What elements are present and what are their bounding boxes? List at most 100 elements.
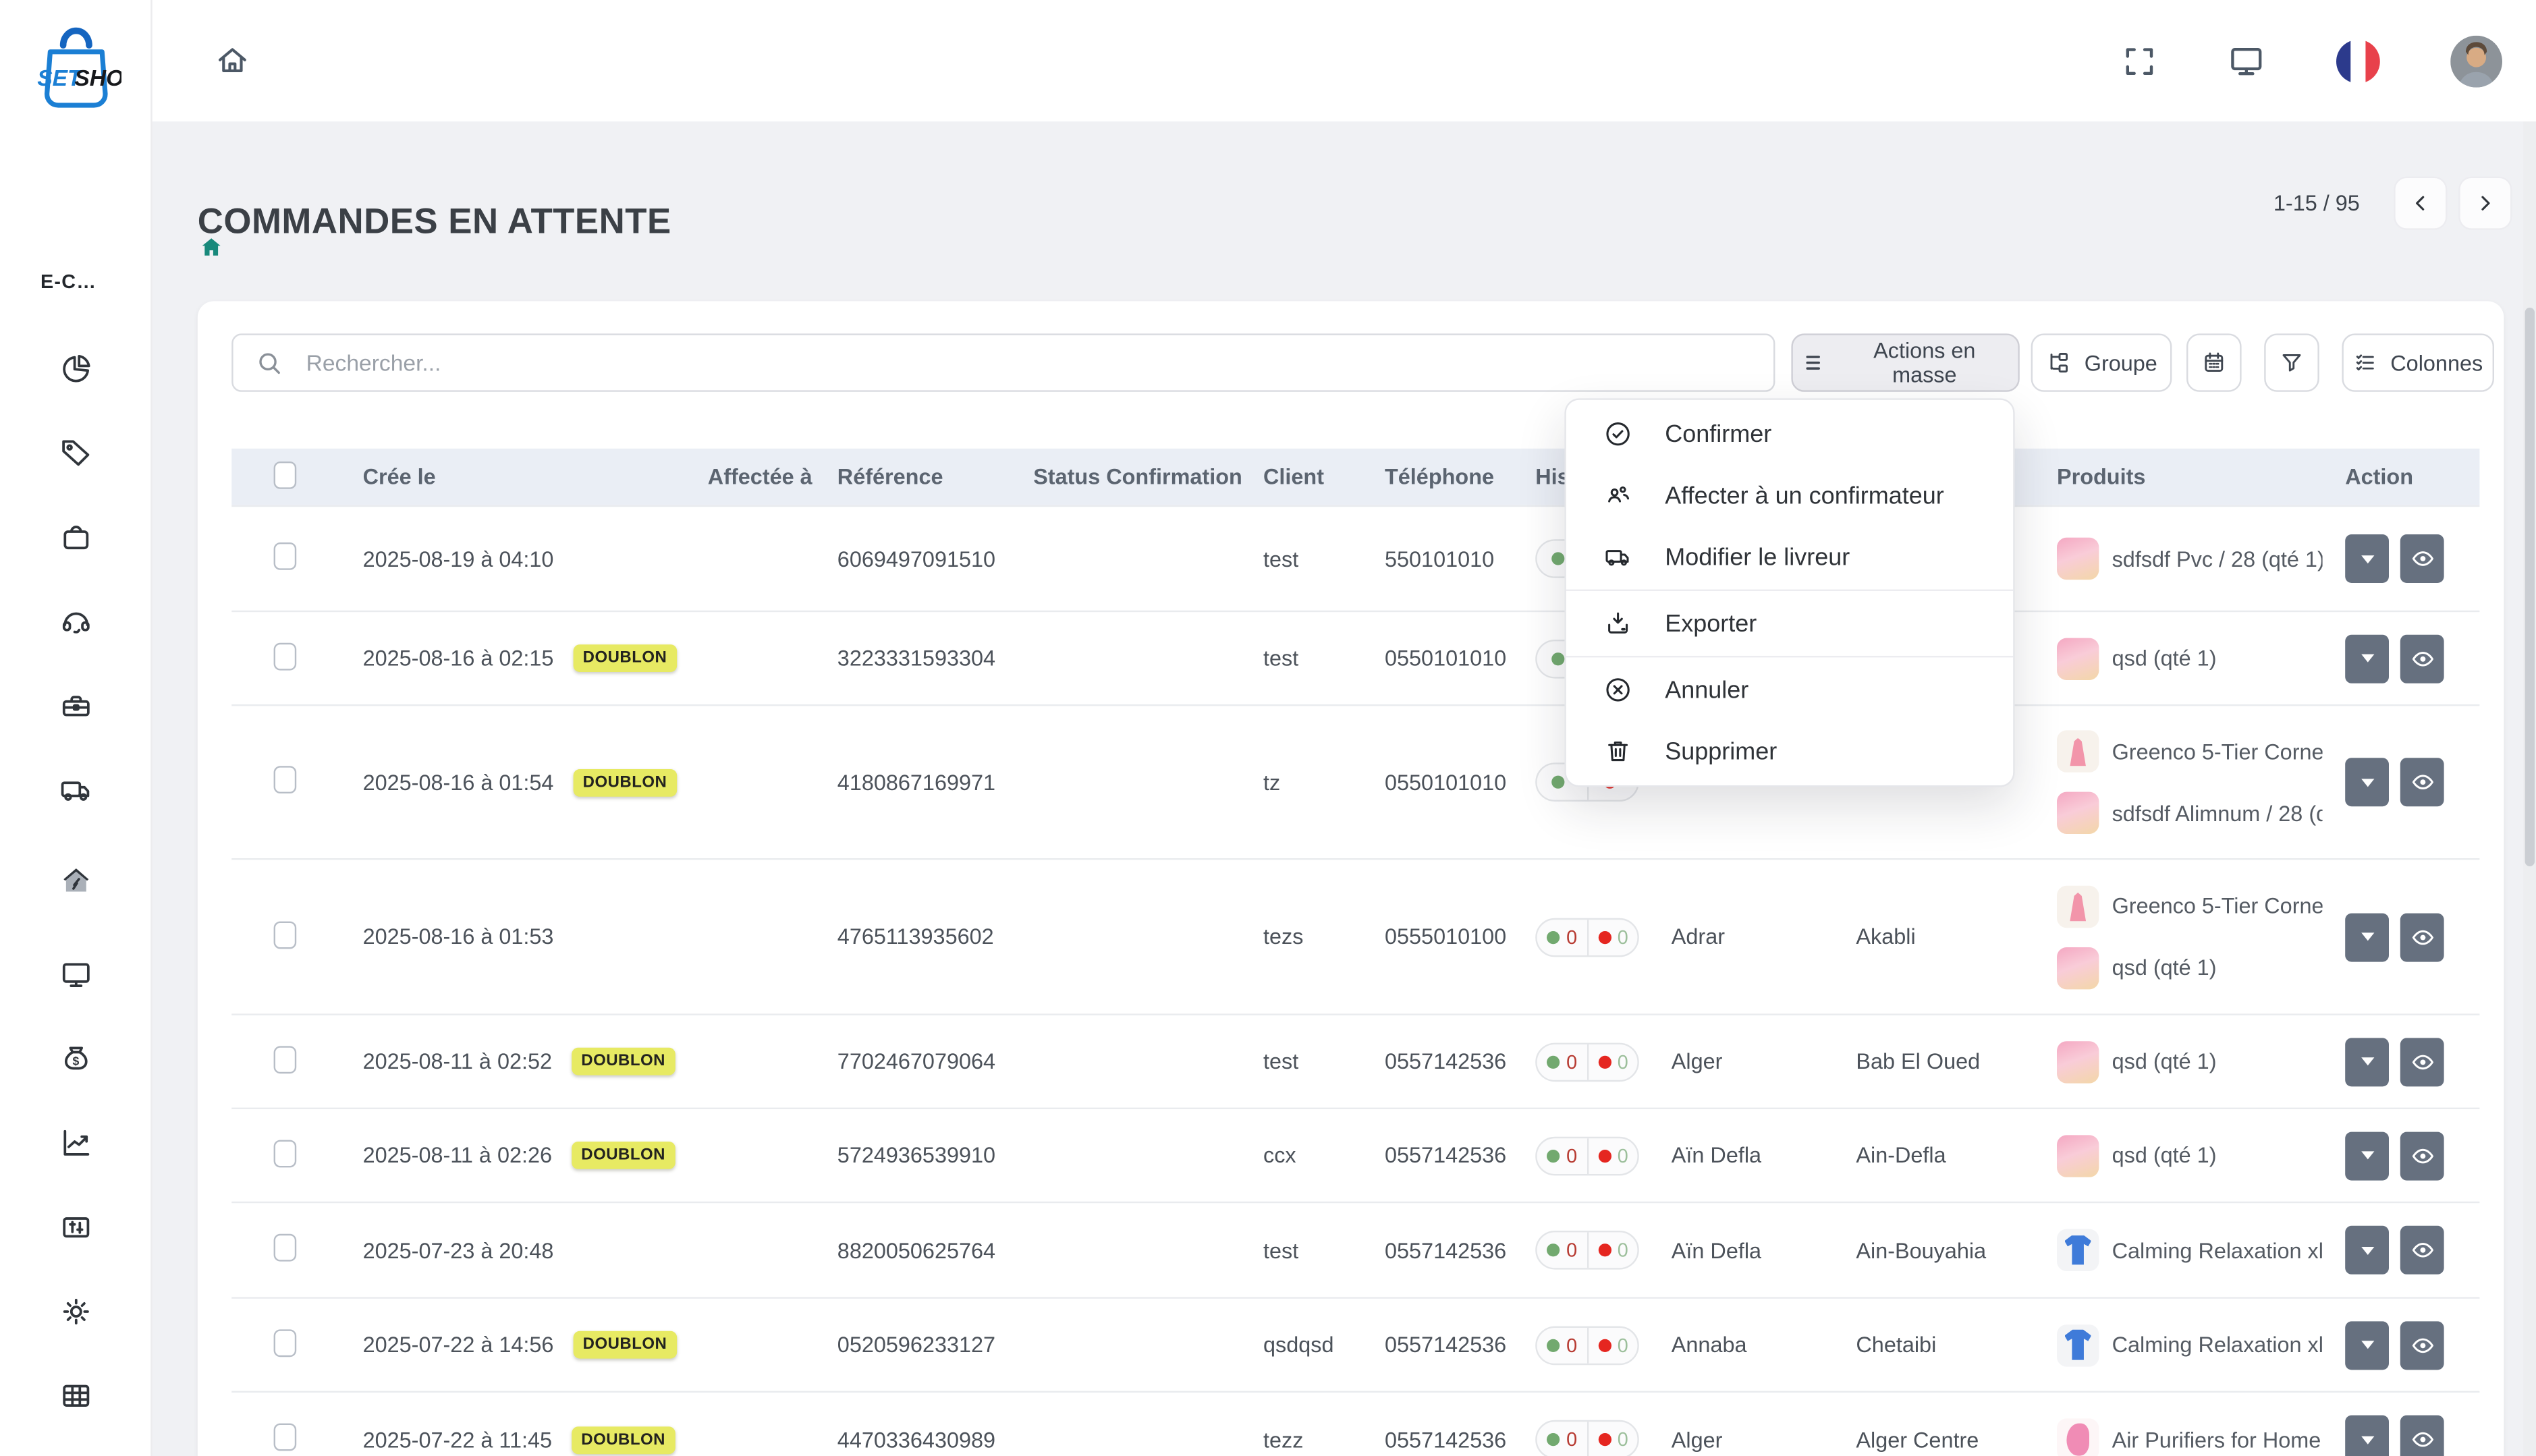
- home-button[interactable]: [214, 42, 251, 79]
- sidebar-item-statistics[interactable]: [57, 352, 96, 387]
- sidebar-item-reports[interactable]: [57, 1125, 96, 1161]
- brand-logo[interactable]: SET SHOP: [0, 20, 153, 120]
- eye-icon: [2411, 775, 2433, 790]
- sidebar-item-pos[interactable]: [57, 957, 96, 992]
- menu-item-delete[interactable]: Supprimer: [1566, 721, 2013, 782]
- order-phone: 0557142536: [1385, 1237, 1507, 1262]
- row-dropdown-button[interactable]: [2345, 1320, 2390, 1370]
- order-date: 2025-08-16 à 01:54: [362, 770, 554, 795]
- row-checkbox[interactable]: [273, 1233, 297, 1262]
- next-page-button[interactable]: [2458, 176, 2512, 230]
- product-name: Greenco 5-Tier Corner: [2112, 893, 2323, 918]
- row-dropdown-button[interactable]: [2345, 1225, 2390, 1275]
- row-checkbox[interactable]: [273, 1328, 297, 1357]
- menu-item-change-courier[interactable]: Modifier le livreur: [1566, 526, 2013, 588]
- monitor-icon: [2231, 47, 2262, 75]
- row-dropdown-button[interactable]: [2345, 1037, 2390, 1086]
- row-view-button[interactable]: [2400, 1415, 2444, 1456]
- columns-button[interactable]: Colonnes: [2342, 333, 2495, 392]
- row-view-button[interactable]: [2400, 1037, 2444, 1086]
- order-client: test: [1263, 1237, 1299, 1262]
- calendar-button[interactable]: [2186, 333, 2242, 392]
- sidebar-item-toolbox[interactable]: [57, 688, 96, 724]
- main-content: COMMANDES EN ATTENTE 1-15 / 95 Actions e…: [153, 121, 2536, 1456]
- sidebar-item-support[interactable]: [57, 604, 96, 640]
- table-row: 2025-08-11 à 02:26 DOUBLON 5724936539910 …: [231, 1107, 2480, 1202]
- product-thumbnail: [2057, 1229, 2099, 1272]
- row-dropdown-button[interactable]: [2345, 758, 2390, 807]
- row-view-button[interactable]: [2400, 634, 2444, 683]
- users-icon: [1608, 486, 1630, 503]
- scrollbar-thumb[interactable]: [2525, 308, 2535, 867]
- menu-item-cancel[interactable]: Annuler: [1566, 659, 2013, 721]
- row-dropdown-button[interactable]: [2345, 534, 2390, 584]
- product-name: qsd (qté 1): [2112, 646, 2217, 671]
- row-checkbox[interactable]: [273, 920, 297, 949]
- header-assigned[interactable]: Affectée à: [707, 464, 812, 489]
- menu-item-export[interactable]: Exporter: [1566, 592, 2013, 654]
- home-icon: [63, 868, 89, 892]
- page-scrollbar[interactable]: [2523, 121, 2536, 1456]
- sidebar-item-delivery[interactable]: [57, 773, 96, 808]
- header-created[interactable]: Crée le: [362, 464, 436, 489]
- row-checkbox[interactable]: [273, 1423, 297, 1451]
- search-input[interactable]: [302, 348, 1696, 378]
- row-checkbox[interactable]: [273, 1045, 297, 1073]
- breadcrumb-home[interactable]: [199, 235, 223, 259]
- row-dropdown-button[interactable]: [2345, 1131, 2390, 1180]
- header-products[interactable]: Produits: [2057, 464, 2146, 489]
- row-dropdown-button[interactable]: [2345, 634, 2390, 683]
- row-view-button[interactable]: [2400, 1320, 2444, 1370]
- row-checkbox[interactable]: [273, 642, 297, 670]
- doublon-badge: DOUBLON: [571, 1426, 676, 1453]
- group-button[interactable]: Groupe: [2031, 333, 2172, 392]
- row-view-button[interactable]: [2400, 1131, 2444, 1180]
- menu-item-confirm[interactable]: Confirmer: [1566, 403, 2013, 465]
- row-dropdown-button[interactable]: [2345, 912, 2390, 961]
- sidebar-item-tags[interactable]: [57, 436, 96, 472]
- eye-icon: [2411, 1432, 2433, 1447]
- row-dropdown-button[interactable]: [2345, 1415, 2390, 1456]
- avatar-photo: [2450, 34, 2503, 87]
- table-row: 2025-08-16 à 01:54 DOUBLON 4180867169971 …: [231, 704, 2480, 858]
- header-phone[interactable]: Téléphone: [1385, 464, 1495, 489]
- language-switcher[interactable]: [2336, 38, 2381, 83]
- sidebar-item-orders-home[interactable]: [57, 863, 96, 899]
- row-view-button[interactable]: [2400, 534, 2444, 584]
- product-thumbnail: [2057, 885, 2099, 927]
- sidebar-item-settings[interactable]: [57, 1294, 96, 1330]
- chevron-right-icon: [2481, 196, 2490, 211]
- sidebar-item-finance[interactable]: $: [57, 1041, 96, 1077]
- header-status[interactable]: Status Confirmation: [1033, 464, 1242, 489]
- caret-down-icon: [2361, 778, 2374, 787]
- menu-divider: [1566, 589, 2014, 592]
- prev-page-button[interactable]: [2394, 176, 2448, 230]
- fullscreen-button[interactable]: [2122, 43, 2157, 79]
- pagination-range: 1-15 / 95: [2273, 191, 2360, 216]
- menu-item-assign-confirmer[interactable]: Affecter à un confirmateur: [1566, 465, 2013, 526]
- display-mode-button[interactable]: [2227, 41, 2266, 80]
- filter-button[interactable]: [2264, 333, 2319, 392]
- row-checkbox[interactable]: [273, 542, 297, 570]
- select-all-checkbox[interactable]: [273, 460, 297, 488]
- table-row: 2025-07-22 à 11:45 DOUBLON 4470336430989 …: [231, 1391, 2480, 1456]
- sidebar-item-preferences[interactable]: [57, 1210, 96, 1245]
- header-reference[interactable]: Référence: [837, 464, 943, 489]
- sidebar-item-data-grid[interactable]: [57, 1378, 96, 1413]
- order-commune: Akabli: [1856, 924, 1916, 949]
- header-client[interactable]: Client: [1263, 464, 1325, 489]
- row-view-button[interactable]: [2400, 758, 2444, 807]
- menu-icon: [1806, 356, 1820, 370]
- user-avatar[interactable]: [2450, 34, 2503, 87]
- topbar: [152, 0, 2536, 121]
- pagination: 1-15 / 95: [2273, 176, 2512, 230]
- header-action[interactable]: Action: [2345, 464, 2414, 489]
- row-view-button[interactable]: [2400, 1225, 2444, 1275]
- row-checkbox[interactable]: [273, 766, 297, 793]
- bulk-actions-button[interactable]: Actions en masse: [1791, 333, 2020, 392]
- sidebar-item-products[interactable]: [57, 520, 96, 555]
- row-view-button[interactable]: [2400, 912, 2444, 961]
- row-checkbox[interactable]: [273, 1139, 297, 1167]
